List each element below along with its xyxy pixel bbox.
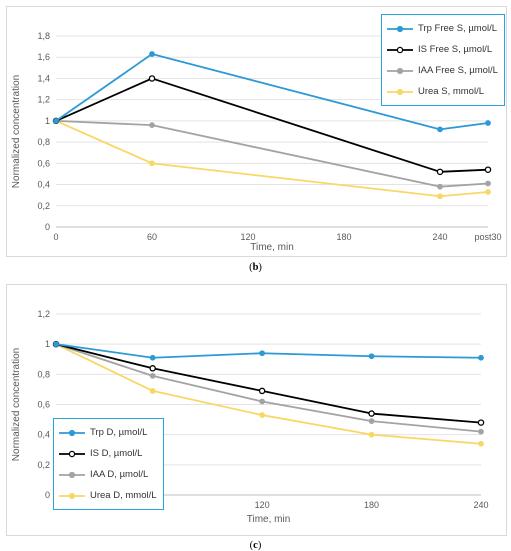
chart-c-point xyxy=(368,431,375,438)
chart-b-point xyxy=(148,75,156,82)
chart-b-xtick-label: post30 xyxy=(474,232,501,242)
chart-b-legend-item: IS Free S, µmol/L xyxy=(386,39,498,60)
chart-b-series-line-3 xyxy=(55,119,489,188)
chart-b-series-line-4 xyxy=(55,120,489,198)
chart-b-point xyxy=(437,183,443,190)
chart-c-ytick-label: 0,4 xyxy=(37,430,50,440)
chart-c-ytick-label: 0,2 xyxy=(37,460,50,470)
chart-b-point xyxy=(149,51,155,57)
chart-c-point xyxy=(368,353,375,360)
chart-c-ytick-label: 0,6 xyxy=(37,400,50,410)
chart-b-point xyxy=(437,193,443,200)
chart-c-ytick-label: 0,8 xyxy=(37,369,50,379)
chart-c-point xyxy=(259,398,266,405)
chart-c-ytick-label: 1,2 xyxy=(37,309,50,319)
chart-b-legend-label: IAA Free S, µmol/L xyxy=(418,65,498,76)
chart-c-legend-swatch xyxy=(59,450,85,457)
chart-panel-c: 00,20,40,60,811,2760120180240Time, minNo… xyxy=(6,284,507,536)
chart-c-point xyxy=(478,428,484,435)
chart-b-xtick-label: 0 xyxy=(53,232,58,242)
chart-c-point xyxy=(478,440,484,447)
chart-c-ytick-label: 0 xyxy=(45,490,50,500)
chart-b-ytick-label: 0,4 xyxy=(37,180,50,190)
chart-c-series-line-1 xyxy=(55,343,482,359)
chart-b-point xyxy=(485,180,491,187)
chart-b-legend-label: Urea S, mmol/L xyxy=(418,86,484,97)
chart-b-legend-swatch xyxy=(387,25,413,32)
chart-c-point xyxy=(258,387,266,395)
chart-c-xtick-label: 240 xyxy=(473,500,488,510)
chart-b-ytick-label: 1 xyxy=(45,116,50,126)
chart-c-xtick-label: 120 xyxy=(255,500,270,510)
chart-b-legend-swatch xyxy=(387,46,413,53)
chart-b-legend-item: Trp Free S, µmol/L xyxy=(386,18,498,39)
chart-b-ytick-label: 1,2 xyxy=(37,95,50,105)
chart-b-point xyxy=(484,166,492,173)
chart-b-xtick-label: 180 xyxy=(336,232,351,242)
chart-c-legend-item: IAA D, µmol/L xyxy=(58,464,157,485)
chart-b-xtick-label: 120 xyxy=(240,232,255,242)
chart-c-legend-item: Urea D, mmol/L xyxy=(58,485,157,506)
caption-c: (c) xyxy=(249,540,262,551)
chart-b-series-line-2 xyxy=(55,77,489,173)
chart-c-legend-swatch xyxy=(59,429,85,436)
chart-c-point xyxy=(259,412,266,418)
chart-b-legend-item: Urea S, mmol/L xyxy=(386,81,498,102)
chart-c-point xyxy=(149,354,156,361)
chart-b-point xyxy=(149,122,155,129)
chart-b-xtick-label: 60 xyxy=(147,232,157,242)
chart-c-legend: Trp D, µmol/L IS D, µmol/L IAA D, µmol/L Ur… xyxy=(53,418,164,510)
caption-b: (b) xyxy=(249,262,262,273)
chart-b-legend-swatch xyxy=(387,67,413,74)
chart-c-point xyxy=(368,410,375,417)
chart-c-point xyxy=(259,350,266,357)
chart-c-plot: 00,20,40,60,811,2760120180240Time, minNo… xyxy=(11,309,489,525)
chart-c-legend-label: Trp D, µmol/L xyxy=(90,427,148,438)
chart-c-legend-swatch xyxy=(59,492,85,499)
chart-c-ytick-label: 1 xyxy=(45,339,50,349)
chart-b-point xyxy=(436,168,444,176)
chart-c-point xyxy=(53,341,59,348)
chart-c-legend-item: IS D, µmol/L xyxy=(58,443,157,464)
chart-c-series-line-2 xyxy=(55,343,482,424)
chart-b-point xyxy=(149,160,155,167)
chart-b-ytick-label: 0,8 xyxy=(37,137,50,147)
chart-b-xtick-label: 240 xyxy=(432,232,447,242)
chart-b-legend-label: Trp Free S, µmol/L xyxy=(418,23,498,34)
chart-b-ytick-label: 1,4 xyxy=(37,73,50,83)
chart-c-xtick-label: 180 xyxy=(364,500,379,510)
chart-c-point xyxy=(149,372,156,379)
chart-c-legend-item: Trp D, µmol/L xyxy=(58,422,157,443)
chart-c-y-axis-title: Normalized concentration xyxy=(11,348,22,461)
chart-b-legend-item: IAA Free S, µmol/L xyxy=(386,60,498,81)
chart-c-point xyxy=(477,419,485,426)
chart-c-point xyxy=(149,388,156,394)
chart-b-legend: Trp Free S, µmol/L IS Free S, µmol/L IAA F… xyxy=(381,14,505,106)
chart-b-x-axis-title: Time, min xyxy=(250,242,294,253)
chart-b-ytick-label: 0,6 xyxy=(37,158,50,168)
chart-c-legend-label: Urea D, mmol/L xyxy=(90,490,157,501)
chart-b-y-axis-title: Normalized concentration xyxy=(11,75,22,188)
chart-c-point xyxy=(368,418,375,424)
chart-panel-b: 0 0,2 0,4 0,6 0,8 1 1,2 1,4 1,6 1,8 0 60 120 180 240 po… xyxy=(6,6,507,257)
chart-b-point xyxy=(437,126,443,133)
chart-c-legend-label: IAA D, µmol/L xyxy=(90,469,149,480)
chart-b-ytick-label: 1,6 xyxy=(37,52,50,62)
chart-c-legend-label: IS D, µmol/L xyxy=(90,448,143,459)
chart-b-ytick-label: 0 xyxy=(45,222,50,232)
chart-c-legend-swatch xyxy=(59,471,85,478)
chart-c-point xyxy=(149,365,156,372)
chart-c-point xyxy=(478,354,484,361)
chart-b-legend-label: IS Free S, µmol/L xyxy=(418,44,493,55)
chart-b-ytick-label: 1,8 xyxy=(37,31,50,41)
chart-b-series-line-1 xyxy=(55,53,489,131)
chart-b-point xyxy=(485,189,491,195)
chart-b-point xyxy=(485,120,491,126)
chart-b-legend-swatch xyxy=(387,88,413,95)
chart-b-ytick-label: 0,2 xyxy=(37,201,50,211)
chart-c-x-axis-title: Time, min xyxy=(247,514,291,525)
chart-b-point xyxy=(53,117,59,124)
